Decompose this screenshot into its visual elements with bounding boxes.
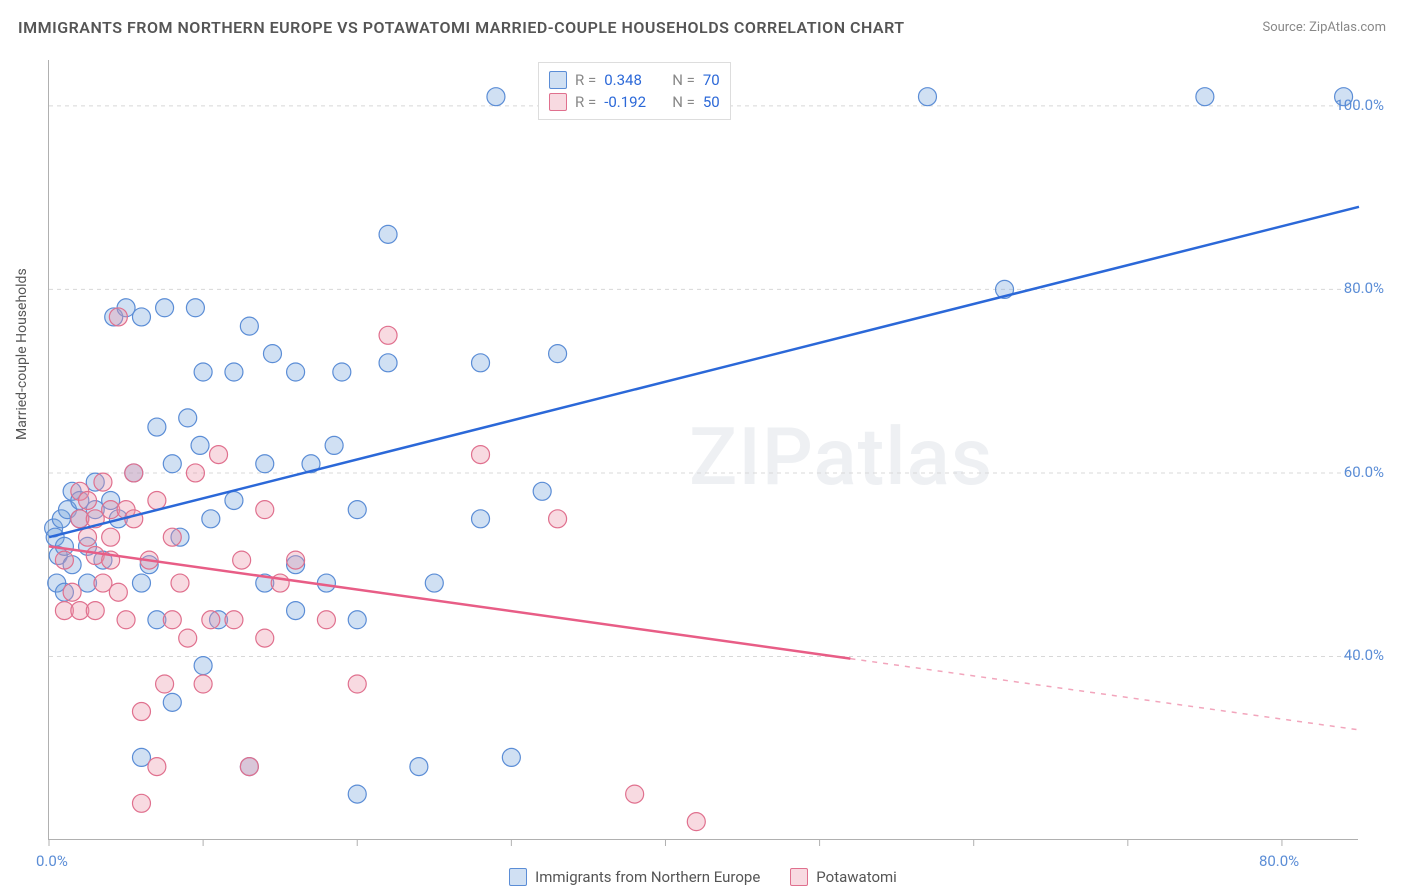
- legend-top-row: R =-0.192N =50: [549, 91, 720, 113]
- source-attribution: Source: ZipAtlas.com: [1262, 20, 1386, 35]
- correlation-legend-box: R =0.348N =70R =-0.192N =50: [538, 62, 731, 120]
- chart-title: IMMIGRANTS FROM NORTHERN EUROPE VS POTAW…: [18, 18, 905, 37]
- correlation-chart: IMMIGRANTS FROM NORTHERN EUROPE VS POTAW…: [0, 0, 1406, 892]
- y-tick-label: 40.0%: [1344, 646, 1384, 664]
- y-tick-label: 100.0%: [1335, 96, 1384, 114]
- legend-swatch-icon: [509, 868, 527, 886]
- y-tick-label: 60.0%: [1344, 463, 1384, 481]
- y-tick-label: 80.0%: [1344, 279, 1384, 297]
- legend-item-series-a: Immigrants from Northern Europe: [509, 868, 760, 886]
- legend-label: Potawatomi: [816, 868, 897, 886]
- series-legend: Immigrants from Northern Europe Potawato…: [0, 868, 1406, 886]
- legend-top-row: R =0.348N =70: [549, 69, 720, 91]
- legend-swatch-icon: [790, 868, 808, 886]
- plot-area: ZIPatlas: [48, 60, 1358, 840]
- y-axis-label: Married-couple Households: [14, 268, 30, 440]
- plot-svg: [49, 60, 1359, 840]
- legend-item-series-b: Potawatomi: [790, 868, 897, 886]
- legend-label: Immigrants from Northern Europe: [535, 868, 760, 886]
